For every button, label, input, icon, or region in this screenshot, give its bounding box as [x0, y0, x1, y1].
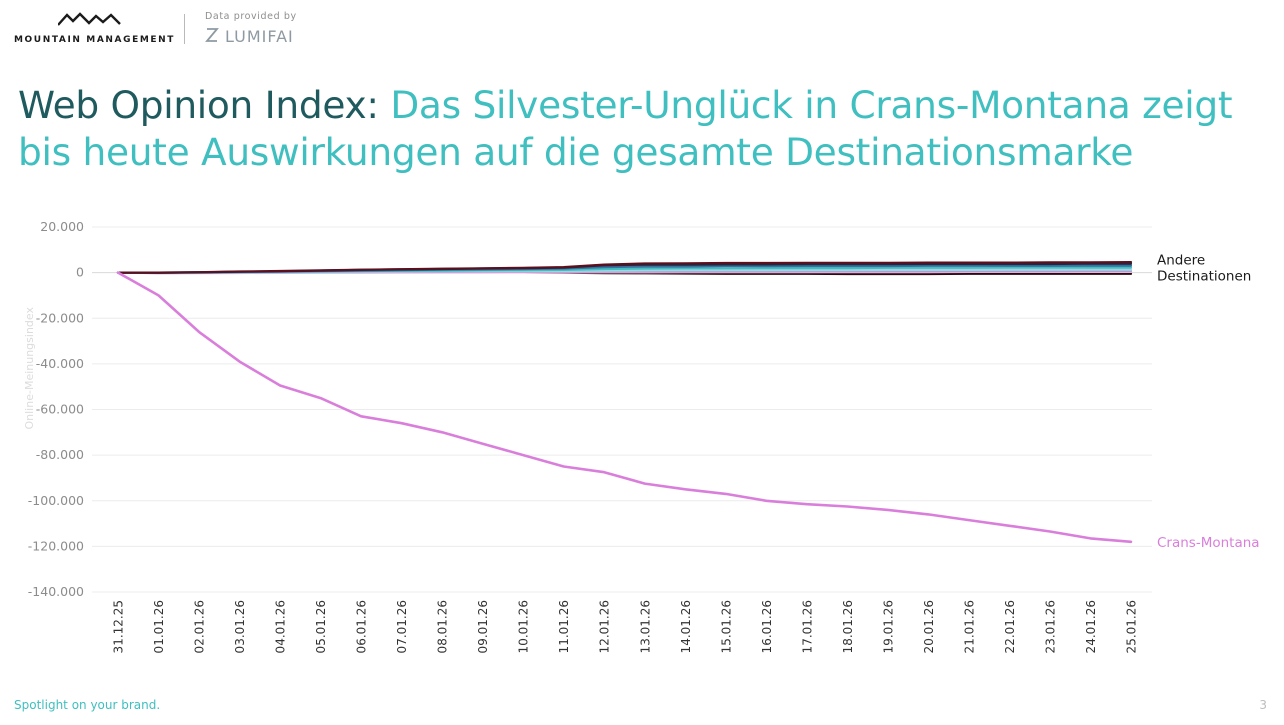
x-tick-label: 20.01.26	[922, 600, 936, 653]
x-tick-label: 22.01.26	[1003, 600, 1017, 653]
x-tick-label: 21.01.26	[962, 600, 976, 653]
y-tick-label: -100.000	[28, 493, 84, 508]
partner-name: LUMIFAI	[225, 27, 294, 46]
x-tick-label: 07.01.26	[395, 600, 409, 653]
x-tick-label: 12.01.26	[598, 600, 612, 653]
x-tick-label: 10.01.26	[517, 600, 531, 653]
series-label: Andere Destinationen	[1157, 253, 1251, 285]
x-tick-label: 04.01.26	[274, 600, 288, 653]
x-tick-label: 23.01.26	[1043, 600, 1057, 653]
x-tick-label: 24.01.26	[1084, 600, 1098, 653]
header-divider	[184, 14, 185, 44]
x-tick-label: 19.01.26	[881, 600, 895, 653]
x-tick-label: 17.01.26	[800, 600, 814, 653]
line-chart: 20.000 0 -20.000 -40.000 -60.000 -80.000 -100.…	[23, 219, 1260, 653]
provided-by-label: Data provided by	[205, 11, 297, 22]
y-tick-label: -80.000	[36, 447, 84, 462]
x-tick-label: 25.01.26	[1125, 600, 1139, 653]
x-tick-label: 01.01.26	[152, 600, 166, 653]
mountain-icon	[58, 12, 121, 26]
y-tick-label: -140.000	[28, 584, 84, 599]
y-tick-label: 0	[76, 265, 84, 280]
x-tick-label: 03.01.26	[233, 600, 247, 653]
series-label: Crans-Montana	[1157, 535, 1260, 551]
title-main: Das Silvester-Unglück in Crans-Montana z…	[18, 83, 1233, 174]
footer-tagline: Spotlight on your brand.	[14, 698, 161, 712]
x-tick-label: 14.01.26	[679, 600, 693, 653]
x-tick-label: 13.01.26	[638, 600, 652, 653]
lumifai-icon	[205, 28, 219, 42]
series-line	[116, 260, 1133, 274]
title-prefix: Web Opinion Index:	[18, 83, 379, 127]
x-tick-label: 09.01.26	[476, 600, 490, 653]
x-tick-label: 08.01.26	[436, 600, 450, 653]
x-tick-label: 05.01.26	[314, 600, 328, 653]
series-line	[116, 271, 1133, 544]
x-tick-label: 06.01.26	[355, 600, 369, 653]
page-title: Web Opinion Index: Das Silvester-Unglück…	[18, 82, 1268, 176]
y-axis-label: Online-Meinungsindex	[23, 307, 36, 430]
y-tick-label: -20.000	[36, 310, 84, 325]
x-tick-label: 18.01.26	[841, 600, 855, 653]
x-tick-label: 15.01.26	[719, 600, 733, 653]
y-tick-label: -120.000	[28, 538, 84, 553]
y-tick-label: -60.000	[36, 402, 84, 417]
brand-logo: MOUNTAIN MANAGEMENT	[14, 12, 173, 46]
x-tick-label: 11.01.26	[557, 600, 571, 653]
page-number: 3	[1259, 698, 1267, 712]
x-tick-label: 02.01.26	[193, 600, 207, 653]
y-tick-label: 20.000	[40, 219, 84, 234]
x-tick-label: 16.01.26	[760, 600, 774, 653]
x-tick-label: 31.12.25	[112, 600, 126, 653]
brand-name: MOUNTAIN MANAGEMENT	[14, 35, 175, 45]
y-tick-label: -40.000	[36, 356, 84, 371]
